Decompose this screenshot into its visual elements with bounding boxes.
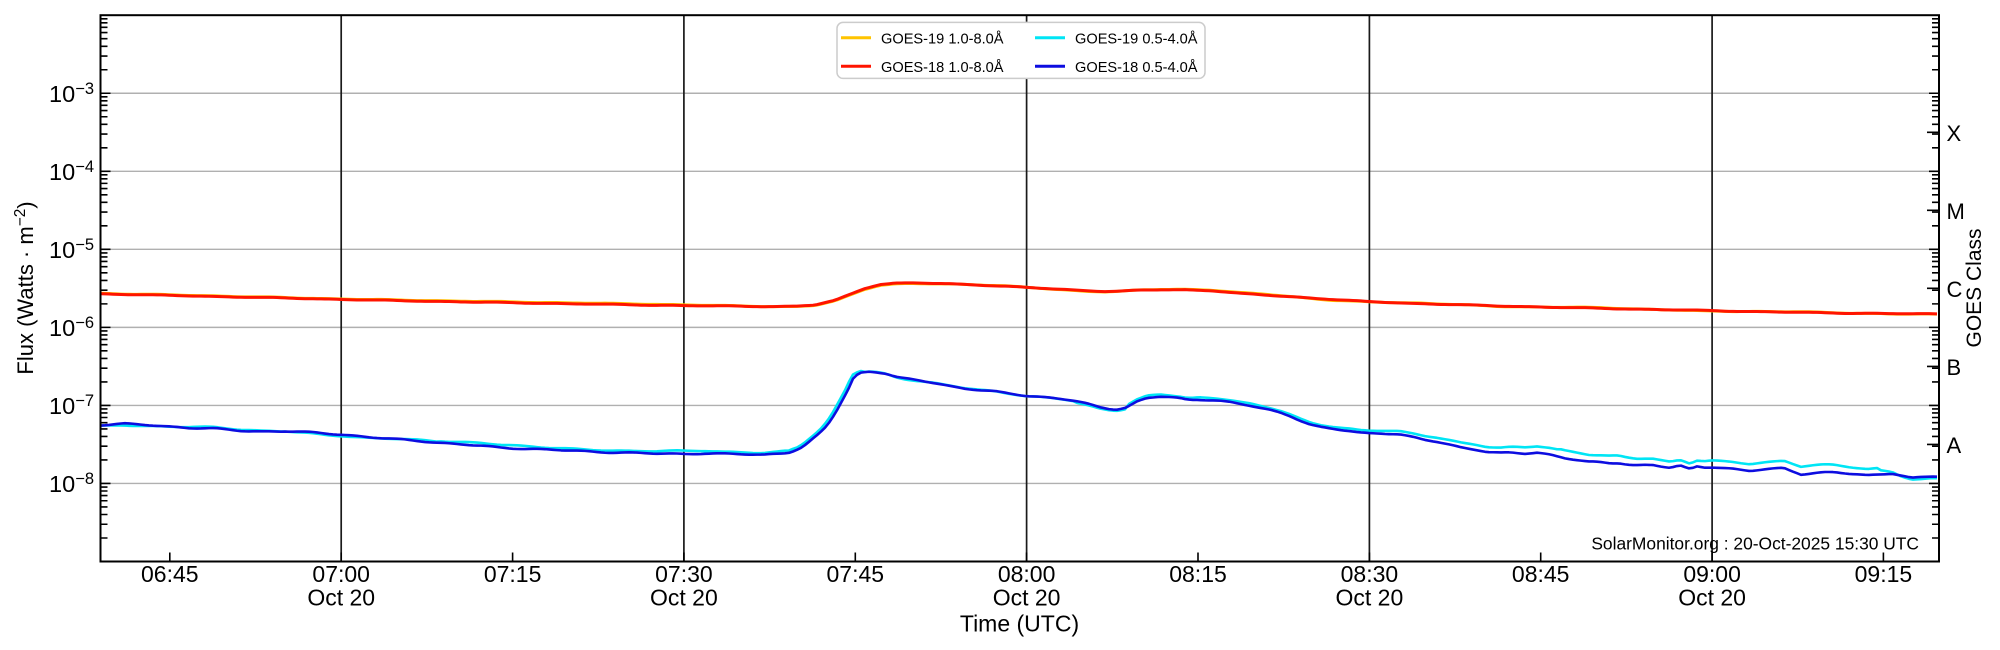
svg-text:B: B (1947, 355, 1962, 380)
svg-text:07:15: 07:15 (484, 561, 542, 587)
svg-text:GOES-19 1.0-8.0Å: GOES-19 1.0-8.0Å (881, 31, 1004, 48)
svg-text:08:00: 08:00 (998, 561, 1056, 587)
svg-text:10−3: 10−3 (49, 80, 94, 107)
svg-text:Oct 20: Oct 20 (650, 585, 718, 611)
svg-text:Oct 20: Oct 20 (1336, 585, 1404, 611)
svg-text:09:15: 09:15 (1855, 561, 1913, 587)
svg-text:SolarMonitor.org : 20-Oct-2025: SolarMonitor.org : 20-Oct-2025 15:30 UTC (1591, 534, 1919, 554)
svg-text:X: X (1947, 121, 1962, 146)
svg-text:A: A (1947, 433, 1962, 458)
svg-text:GOES-19 0.5-4.0Å: GOES-19 0.5-4.0Å (1075, 31, 1198, 48)
svg-text:C: C (1947, 277, 1963, 302)
svg-text:GOES Class: GOES Class (1963, 228, 1986, 347)
svg-text:Oct 20: Oct 20 (1678, 585, 1746, 611)
svg-text:GOES-18 0.5-4.0Å: GOES-18 0.5-4.0Å (1075, 59, 1198, 76)
svg-text:09:00: 09:00 (1683, 561, 1741, 587)
svg-text:Oct 20: Oct 20 (307, 585, 375, 611)
svg-text:Flux (Watts · m−2): Flux (Watts · m−2) (12, 201, 38, 374)
svg-text:08:30: 08:30 (1341, 561, 1399, 587)
svg-text:GOES-18 1.0-8.0Å: GOES-18 1.0-8.0Å (881, 59, 1004, 76)
svg-text:07:30: 07:30 (655, 561, 713, 587)
svg-text:Oct 20: Oct 20 (993, 585, 1061, 611)
svg-text:06:45: 06:45 (141, 561, 199, 587)
svg-text:07:00: 07:00 (312, 561, 370, 587)
svg-text:Time (UTC): Time (UTC) (960, 611, 1079, 637)
svg-text:08:15: 08:15 (1169, 561, 1227, 587)
svg-text:10−7: 10−7 (49, 392, 94, 419)
svg-text:08:45: 08:45 (1512, 561, 1570, 587)
svg-text:M: M (1947, 199, 1965, 224)
svg-text:07:45: 07:45 (827, 561, 885, 587)
